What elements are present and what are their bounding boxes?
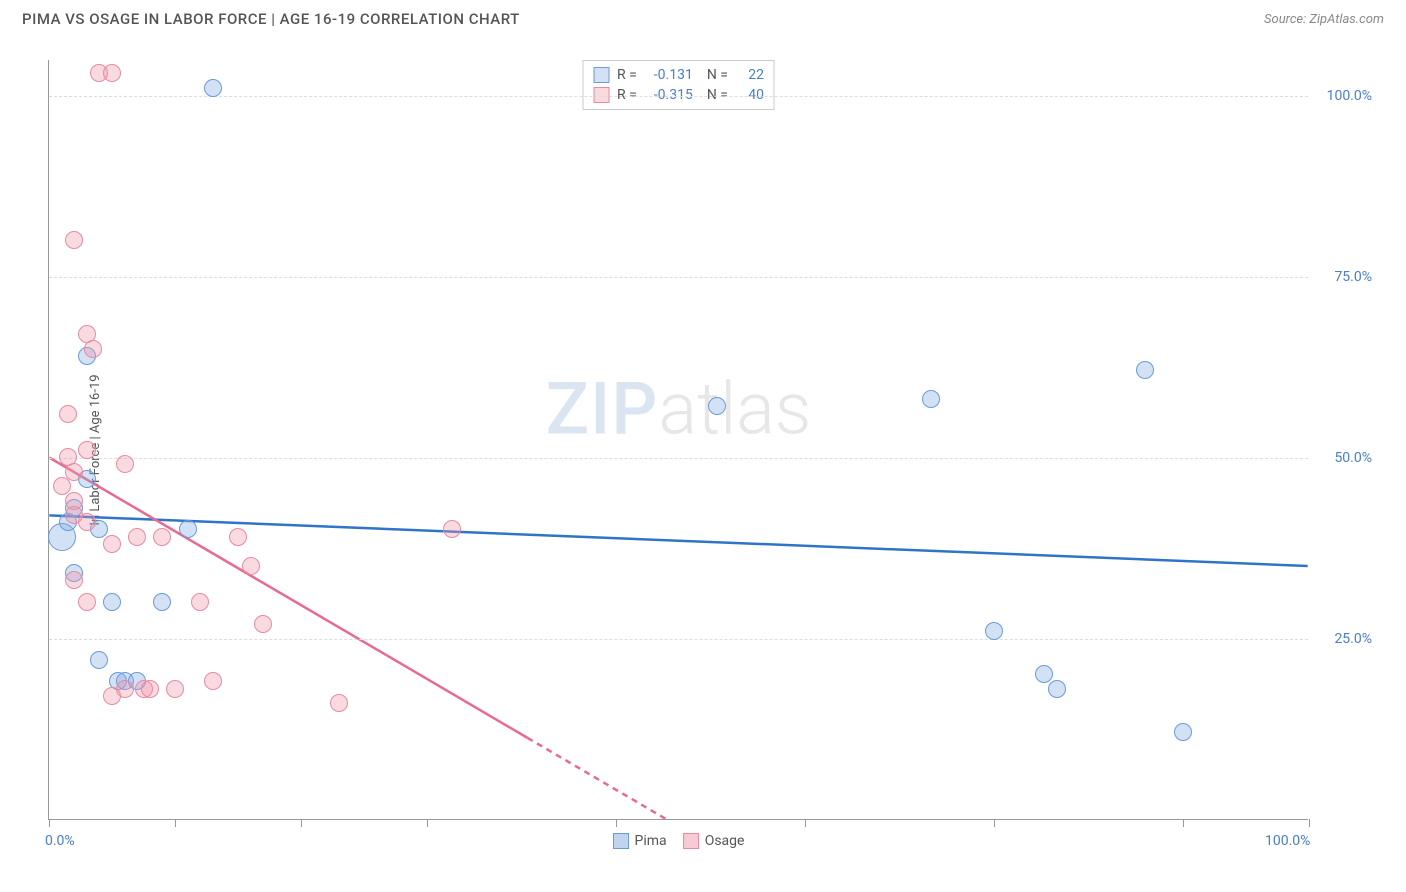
data-point	[103, 535, 121, 553]
data-point	[708, 397, 726, 415]
x-tick	[1183, 819, 1184, 827]
legend-item: Osage	[683, 833, 745, 849]
data-point	[166, 680, 184, 698]
legend-label: Osage	[705, 833, 745, 849]
data-point	[229, 528, 247, 546]
data-point	[242, 557, 260, 575]
x-tick-label: 0.0%	[45, 833, 75, 849]
data-point	[65, 571, 83, 589]
legend-stats-row: R = -0.315 N = 40	[593, 85, 764, 105]
x-tick-label: 100.0%	[1265, 833, 1310, 849]
legend-stats: R = -0.131 N = 22 R = -0.315 N = 40	[582, 60, 775, 110]
legend-n-label: N =	[707, 67, 728, 83]
chart-source: Source: ZipAtlas.com	[1264, 12, 1384, 27]
data-point	[330, 694, 348, 712]
data-point	[1136, 361, 1154, 379]
legend-swatch	[593, 87, 609, 103]
legend-r-value: -0.315	[645, 87, 693, 103]
data-point	[78, 593, 96, 611]
data-point	[103, 593, 121, 611]
x-tick	[1309, 819, 1310, 827]
data-point	[179, 520, 197, 538]
data-point	[204, 672, 222, 690]
legend-r-label: R =	[617, 87, 637, 103]
data-point	[153, 593, 171, 611]
data-point	[153, 528, 171, 546]
data-point	[65, 463, 83, 481]
y-tick-label: 100.0%	[1327, 88, 1372, 104]
trend-lines	[49, 60, 1308, 819]
chart-wrap: In Labor Force | Age 16-19 ZIPatlas R =-…	[22, 40, 1384, 860]
chart-title: PIMA VS OSAGE IN LABOR FORCE | AGE 16-19…	[22, 10, 520, 28]
data-point	[103, 64, 121, 82]
data-point	[84, 340, 102, 358]
legend-r-value: -0.131	[645, 67, 693, 83]
data-point	[59, 405, 77, 423]
watermark-atlas: atlas	[658, 367, 811, 452]
data-point	[78, 513, 96, 531]
data-point	[254, 615, 272, 633]
legend-label: Pima	[635, 833, 667, 849]
data-point	[204, 79, 222, 97]
data-point	[128, 528, 146, 546]
y-tick-label: 75.0%	[1334, 269, 1372, 285]
plot-area: ZIPatlas R =-0.131N =22R =-0.315N =40 Pi…	[48, 60, 1308, 820]
x-tick	[805, 819, 806, 827]
legend-n-value: 40	[736, 87, 764, 103]
chart-header: PIMA VS OSAGE IN LABOR FORCE | AGE 16-19…	[0, 0, 1406, 36]
data-point	[116, 680, 134, 698]
data-point	[116, 455, 134, 473]
legend-stats-row: R = -0.131 N = 22	[593, 65, 764, 85]
watermark: ZIPatlas	[546, 367, 812, 452]
data-point	[985, 622, 1003, 640]
data-point	[443, 520, 461, 538]
data-point	[90, 651, 108, 669]
x-tick	[994, 819, 995, 827]
gridline-h	[49, 96, 1308, 97]
legend-swatch	[593, 67, 609, 83]
data-point	[141, 680, 159, 698]
legend-r-label: R =	[617, 67, 637, 83]
gridline-h	[49, 458, 1308, 459]
x-tick	[427, 819, 428, 827]
legend-n-label: N =	[707, 87, 728, 103]
legend-swatch	[683, 833, 699, 849]
data-point	[922, 390, 940, 408]
legend-n-value: 22	[736, 67, 764, 83]
gridline-h	[49, 639, 1308, 640]
x-tick	[175, 819, 176, 827]
data-point	[65, 231, 83, 249]
legend-series: Pima Osage	[613, 833, 745, 849]
legend-item: Pima	[613, 833, 667, 849]
data-point	[191, 593, 209, 611]
x-tick	[49, 819, 50, 827]
data-point	[1174, 723, 1192, 741]
legend-swatch	[613, 833, 629, 849]
x-tick	[616, 819, 617, 827]
data-point	[1048, 680, 1066, 698]
y-tick-label: 25.0%	[1334, 631, 1372, 647]
gridline-h	[49, 277, 1308, 278]
data-point	[78, 441, 96, 459]
watermark-zip: ZIP	[546, 367, 659, 452]
y-tick-label: 50.0%	[1334, 450, 1372, 466]
data-point	[65, 492, 83, 510]
x-tick	[301, 819, 302, 827]
